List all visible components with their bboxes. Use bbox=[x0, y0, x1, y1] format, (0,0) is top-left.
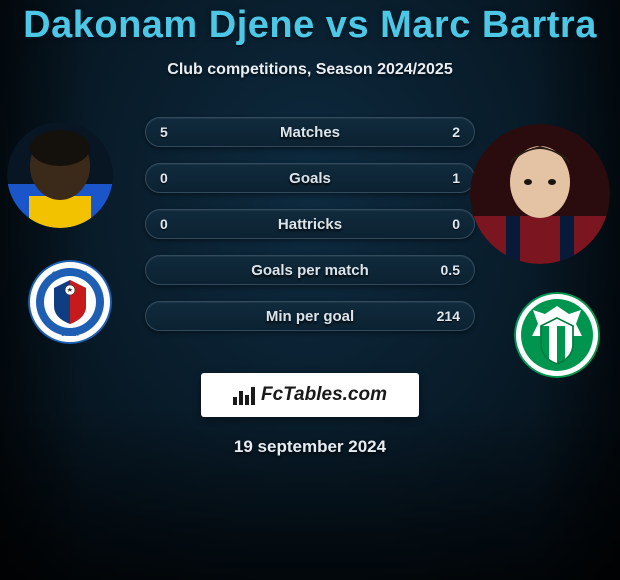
bar-chart-icon bbox=[233, 385, 255, 405]
stat-right-value: 1 bbox=[426, 170, 460, 186]
stat-row: 5 Matches 2 bbox=[145, 117, 475, 147]
stat-row: Goals per match 0.5 bbox=[145, 255, 475, 285]
stat-right-value: 0.5 bbox=[426, 262, 460, 278]
stat-row: Min per goal 214 bbox=[145, 301, 475, 331]
svg-text:GETAFE C.F.: GETAFE C.F. bbox=[52, 272, 89, 278]
stat-left-value: 5 bbox=[160, 124, 194, 140]
fctables-label: FcTables.com bbox=[261, 384, 387, 406]
club-crest-right bbox=[514, 292, 600, 378]
stat-right-value: 0 bbox=[426, 216, 460, 232]
stat-label: Goals bbox=[289, 170, 331, 187]
comparison-subtitle: Club competitions, Season 2024/2025 bbox=[0, 61, 620, 79]
stat-left-value: 0 bbox=[160, 170, 194, 186]
club-crest-left: GETAFE C.F. S.A.D. bbox=[28, 260, 112, 344]
infographic-card: Dakonam Djene vs Marc Bartra Club compet… bbox=[0, 0, 620, 580]
stat-right-value: 214 bbox=[426, 308, 460, 324]
stat-row: 0 Goals 1 bbox=[145, 163, 475, 193]
player-right-avatar bbox=[470, 124, 610, 264]
svg-text:S.A.D.: S.A.D. bbox=[61, 332, 79, 338]
stat-label: Matches bbox=[280, 124, 340, 141]
stat-left-value: 0 bbox=[160, 216, 194, 232]
stat-label: Min per goal bbox=[266, 308, 354, 325]
stat-label: Goals per match bbox=[251, 262, 369, 279]
comparison-date: 19 september 2024 bbox=[0, 437, 620, 457]
player-left-avatar bbox=[7, 122, 113, 228]
stat-label: Hattricks bbox=[278, 216, 342, 233]
comparison-title: Dakonam Djene vs Marc Bartra bbox=[0, 4, 620, 47]
fctables-badge: FcTables.com bbox=[201, 373, 419, 417]
stat-right-value: 2 bbox=[426, 124, 460, 140]
stat-row: 0 Hattricks 0 bbox=[145, 209, 475, 239]
